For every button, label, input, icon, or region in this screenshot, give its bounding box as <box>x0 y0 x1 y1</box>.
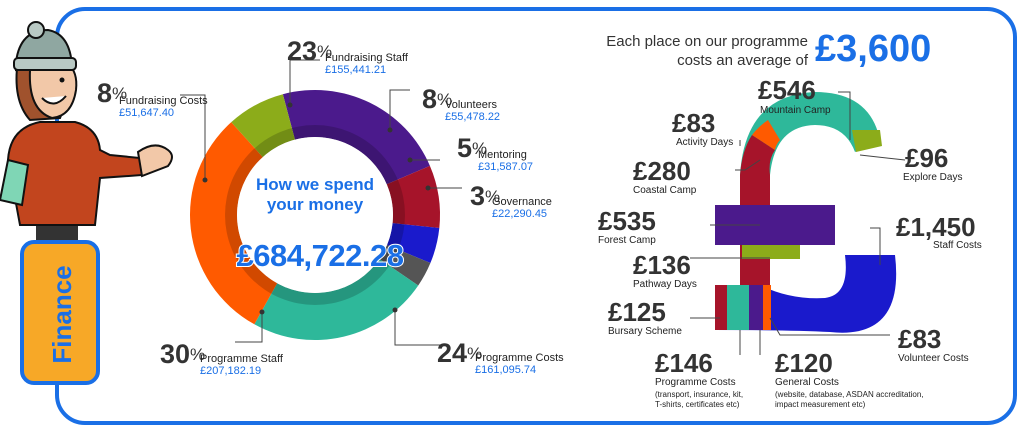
donut-amount-fundraising-staff: £155,441.21 <box>325 64 387 76</box>
donut-title-line-2: your money <box>266 195 364 214</box>
donut-hole <box>237 137 393 293</box>
donut-title-line-1: How we spend <box>255 175 375 194</box>
pound-label-forest-camp: Forest Camp <box>598 235 656 246</box>
character-eye <box>59 77 65 83</box>
average-cost-value: £3,600 <box>815 28 932 70</box>
pound-label-pathway-days: Pathway Days <box>633 279 697 290</box>
pound-label-bursary-scheme: Bursary Scheme <box>608 326 682 337</box>
total-budget-label: Total Budget: <box>276 222 354 236</box>
donut-label-mentoring: Mentoring <box>478 149 527 161</box>
average-cost-caption: Each place on our programme costs an ave… <box>603 32 808 70</box>
pound-value-programme-costs: £146 <box>655 348 713 378</box>
donut-label-programme-staff: Programme Staff <box>200 353 283 365</box>
average-caption-line-1: Each place on our programme <box>606 33 808 50</box>
donut-slice-programme-costs <box>254 258 419 340</box>
pound-leader-lines <box>690 91 906 355</box>
pound-note-general-costs: (website, database, ASDAN accreditation,… <box>775 390 924 409</box>
donut-pct-governance: 3% <box>470 181 501 211</box>
character-hat-pompom <box>27 21 45 39</box>
pound-general-segment <box>749 285 763 330</box>
pound-label-coastal-camp: Coastal Camp <box>633 185 697 196</box>
donut-slice-mentoring <box>387 223 440 264</box>
character-smile <box>41 95 67 105</box>
pound-programme-segment <box>727 285 749 330</box>
donut-pct-fundraising-costs: 8% <box>97 78 128 108</box>
character-sleeve <box>0 158 30 207</box>
pound-value-coastal-camp: £280 <box>633 156 691 186</box>
donut-pct-mentoring: 5% <box>457 133 488 163</box>
donut-pct-volunteers: 8% <box>422 84 453 114</box>
pound-top-arc <box>740 92 882 175</box>
pound-value-staff-costs: £1,450 <box>896 212 976 242</box>
pound-value-forest-camp: £535 <box>598 206 656 236</box>
donut-pct-fundraising-staff: 23% <box>287 36 333 66</box>
donut-label-fundraising-staff: Fundraising Staff <box>325 52 408 64</box>
pound-value-volunteer-costs: £83 <box>898 324 942 354</box>
pound-label-mountain-camp: Mountain Camp <box>760 105 831 116</box>
pound-label-activity-days: Activity Days <box>676 137 734 148</box>
pound-label-explore-days: Explore Days <box>903 172 963 183</box>
pound-label-staff-costs: Staff Costs <box>933 240 982 251</box>
donut-slice-fundraising-staff <box>282 90 430 185</box>
donut-label-programme-costs: Programme Costs <box>475 352 564 364</box>
donut-slice-fundraising-costs <box>231 94 295 158</box>
pound-value-pathway-days: £136 <box>633 250 691 280</box>
donut-amount-mentoring: £31,587.07 <box>478 161 534 173</box>
pound-volunteer-segment <box>763 285 771 330</box>
donut-slice-governance <box>379 244 431 286</box>
character-face <box>28 62 78 120</box>
donut-amount-programme-costs: £161,095.74 <box>475 364 537 376</box>
pound-value-explore-days: £96 <box>905 143 949 173</box>
donut-amount-programme-staff: £207,182.19 <box>200 365 262 377</box>
donut-pct-programme-staff: 30% <box>160 339 206 369</box>
donut-amount-governance: £22,290.45 <box>492 208 548 220</box>
pound-value-mountain-camp: £546 <box>758 75 816 105</box>
donut-pct-programme-costs: 24% <box>437 338 483 368</box>
donut-label-fundraising-costs: Fundraising Costs <box>119 95 208 107</box>
pound-pathway-band <box>742 245 800 259</box>
donut-label-volunteers: Volunteers <box>445 99 497 111</box>
pound-label-general-costs: General Costs <box>775 377 839 388</box>
donut-amount-volunteers: £55,478.22 <box>445 111 501 123</box>
total-budget-value: £684,722.28 <box>236 237 405 274</box>
donut-slice-volunteers <box>386 165 440 229</box>
donut-slice-programme-staff <box>189 122 278 325</box>
donut-amount-fundraising-costs: £51,647.40 <box>119 107 175 119</box>
finance-badge: Finance <box>20 240 100 385</box>
pound-label-volunteer-costs: Volunteer Costs <box>898 353 969 364</box>
pound-value-general-costs: £120 <box>775 348 833 378</box>
donut-center-title: How we spend your money <box>250 175 380 215</box>
pound-value-activity-days: £83 <box>672 108 716 138</box>
character-hand <box>136 144 173 178</box>
donut-label-governance: Governance <box>492 196 552 208</box>
average-caption-line-2: costs an average of <box>677 52 808 69</box>
pound-note-programme-costs: (transport, insurance, kit, T-shirts, ce… <box>655 390 744 409</box>
pound-bursary-segment <box>715 285 727 330</box>
pound-value-bursary-scheme: £125 <box>608 297 666 327</box>
character-hat-band <box>13 57 77 71</box>
pound-label-programme-costs: Programme Costs <box>655 377 736 388</box>
boy-character-illustration <box>0 21 173 245</box>
